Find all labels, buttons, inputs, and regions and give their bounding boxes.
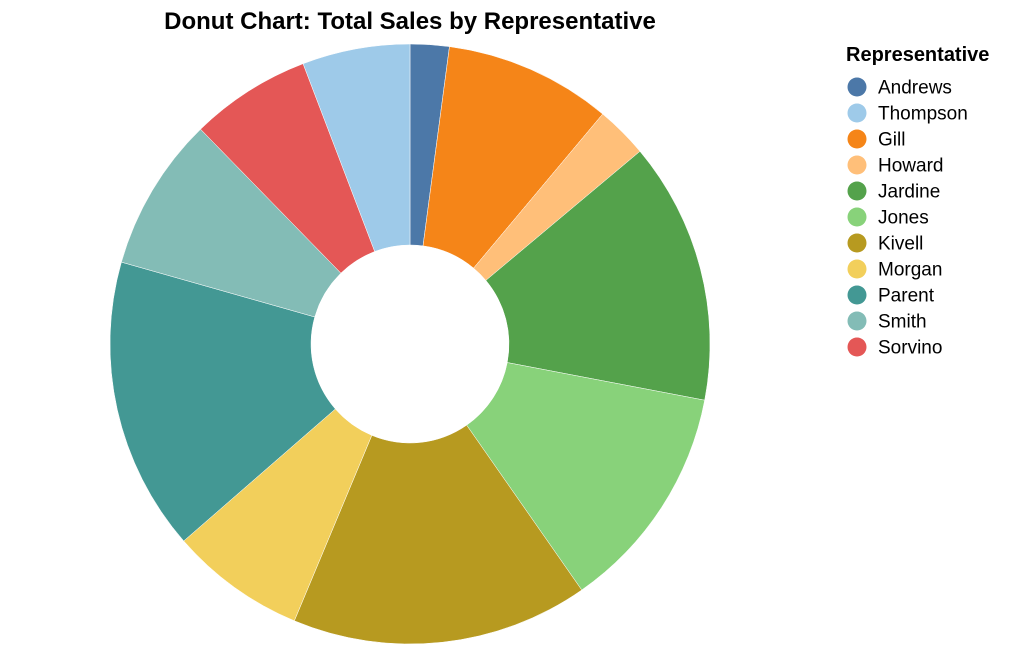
legend-swatch-kivell	[847, 233, 867, 253]
legend-swatch-gill	[847, 129, 867, 149]
legend-swatch-thompson	[847, 103, 867, 123]
legend-label-howard: Howard	[878, 156, 943, 177]
legend-label-andrews: Andrews	[878, 78, 952, 99]
legend-label-kivell: Kivell	[878, 234, 923, 255]
legend-swatch-jardine	[847, 181, 867, 201]
slice-jardine	[485, 150, 711, 401]
legend-item-sorvino: Sorvino	[847, 337, 942, 359]
legend-swatch-andrews	[847, 77, 867, 97]
legend-label-smith: Smith	[878, 312, 927, 333]
legend-swatch-howard	[847, 155, 867, 175]
legend-item-kivell: Kivell	[847, 233, 923, 255]
legend-swatch-parent	[847, 285, 867, 305]
legend-item-howard: Howard	[847, 155, 943, 177]
legend-item-thompson: Thompson	[847, 103, 968, 125]
slice-jones	[466, 362, 705, 591]
legend-label-jones: Jones	[878, 208, 929, 229]
legend-item-gill: Gill	[847, 129, 905, 151]
legend-item-parent: Parent	[847, 285, 935, 307]
legend-swatch-smith	[847, 311, 867, 331]
legend-swatch-sorvino	[847, 337, 867, 357]
legend-item-jones: Jones	[847, 207, 929, 229]
legend-swatch-jones	[847, 207, 867, 227]
legend-label-morgan: Morgan	[878, 260, 942, 281]
legend-label-jardine: Jardine	[878, 182, 940, 203]
legend-item-morgan: Morgan	[847, 259, 942, 281]
legend-label-sorvino: Sorvino	[878, 338, 942, 359]
legend-item-andrews: Andrews	[847, 77, 952, 99]
slice-kivell	[293, 424, 583, 645]
slice-parent	[109, 261, 336, 542]
legend-swatch-morgan	[847, 259, 867, 279]
legend-label-parent: Parent	[878, 286, 935, 307]
slice-gill	[422, 46, 604, 269]
legend-title: Representative	[846, 44, 989, 66]
legend-items: Andrews Thompson Gill Howard Jardine Jones Kiv…	[847, 77, 968, 359]
chart-title: Donut Chart: Total Sales by Representati…	[164, 8, 656, 35]
legend-label-gill: Gill	[878, 130, 905, 151]
donut-slices	[109, 43, 711, 645]
legend-label-thompson: Thompson	[878, 104, 968, 125]
legend-item-jardine: Jardine	[847, 181, 940, 203]
legend-item-smith: Smith	[847, 311, 927, 333]
slice-thompson	[302, 43, 411, 252]
legend: Representative Andrews Thompson Gill Howard…	[846, 44, 989, 359]
